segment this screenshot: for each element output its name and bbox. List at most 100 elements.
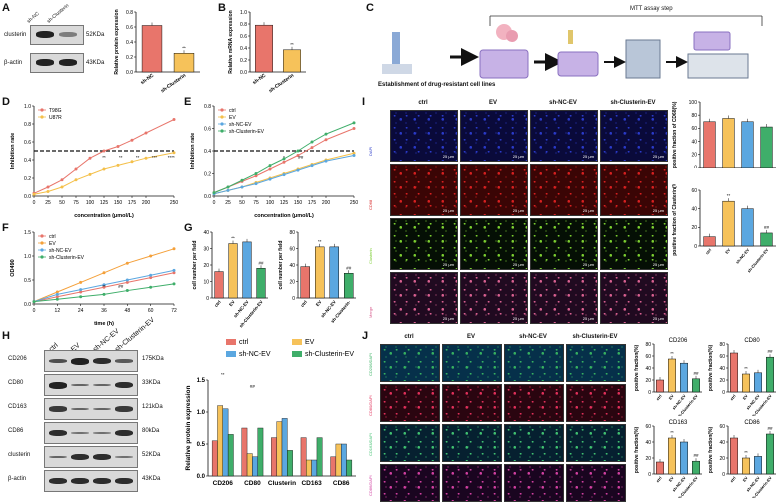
sig-label: ** <box>670 351 674 356</box>
micro-tile: 25 μm <box>460 110 528 162</box>
micro-tile <box>442 344 502 382</box>
category-label: CD163 <box>301 480 322 487</box>
x-tick-label: 150 <box>114 200 123 206</box>
panel-j-micro: ctrl EV sh-NC-EV sh-Clusterin-EV CD206/DAPI C… <box>368 334 630 502</box>
blot-h-label: CD80 <box>8 380 24 386</box>
x-tick-label: 60 <box>148 308 154 314</box>
micro-tile <box>566 424 626 462</box>
x-tick-label: 100 <box>266 200 275 206</box>
y-tick-label: 0.8 <box>24 122 31 128</box>
micro-row-label: Clusterin <box>368 248 373 264</box>
micro-tile <box>380 344 440 382</box>
micro-tile: 25 μm <box>460 218 528 270</box>
panel-label-j: J <box>362 330 369 342</box>
y-tick-label: 0 <box>648 390 651 396</box>
y-tick-label: 20 <box>719 456 725 462</box>
bar-0 <box>300 266 310 299</box>
x-tick-label: 12 <box>55 308 61 314</box>
sig-label: ## <box>250 384 256 389</box>
series-point <box>324 138 328 142</box>
y-tick-label: 20 <box>203 263 209 269</box>
series-point <box>282 157 286 161</box>
bar-4-0 <box>330 456 337 477</box>
workflow-title: MTT assay step <box>630 6 673 12</box>
series-point <box>149 285 153 289</box>
y-axis-label: Relative mRNA expression <box>228 10 234 73</box>
x-tick-label: 250 <box>350 200 359 206</box>
y-tick-label: 40 <box>645 366 651 372</box>
panel-label-g: G <box>184 222 193 234</box>
sig-label: * <box>283 155 285 160</box>
series-point <box>268 177 272 181</box>
series-point <box>55 292 59 296</box>
legend-label: ctrl <box>49 234 56 240</box>
bar-2 <box>329 246 339 299</box>
x-tick-label: 50 <box>239 200 245 206</box>
bar-1 <box>283 49 301 73</box>
bar-1 <box>668 358 676 393</box>
chart-title: CD86 <box>744 420 760 426</box>
sig-label: ** <box>744 450 748 455</box>
series-point <box>46 190 50 193</box>
chart-a: 0.0 0.2 0.4 0.6 0.8 Relative protein expressi… <box>114 9 200 94</box>
series-point <box>125 280 129 284</box>
bar-1-2 <box>252 456 258 477</box>
micro-tile <box>504 344 564 382</box>
workflow-caption: Establishment of drug-resistant cell lin… <box>378 82 496 88</box>
y-tick-label: 60 <box>645 354 651 360</box>
micro-tile: 25 μm <box>530 110 598 162</box>
bar-2 <box>741 208 754 247</box>
micro-tile: 25 μm <box>530 272 598 324</box>
blot-h-strip <box>44 470 138 492</box>
series-point <box>116 163 120 167</box>
x-tick-label: 175 <box>128 200 137 206</box>
y-tick-label: 0.0 <box>197 474 206 480</box>
series-point <box>46 185 50 189</box>
blot-h-strip <box>44 374 138 396</box>
category-label: EV <box>724 247 731 255</box>
panel-i-micro: ctrl EV sh-NC-EV sh-Clusterin-EV DAPI 25 μm 25… <box>368 100 668 326</box>
legend-label: EV <box>49 241 56 247</box>
micro-row-label: CD206/DAPI <box>368 353 373 376</box>
bar-0 <box>703 121 716 168</box>
series-point <box>212 191 216 195</box>
legend-swatch-1 <box>292 339 302 345</box>
x-tick-label: 75 <box>73 200 79 206</box>
y-tick-label: 0.4 <box>240 46 247 52</box>
category-label: sh-NC-EV <box>735 247 751 265</box>
y-tick-label: 0 <box>722 390 725 396</box>
y-axis-label: Relative protein expression <box>185 386 192 471</box>
series-point <box>144 131 148 135</box>
incubator-icon <box>625 39 661 79</box>
panel-h-blots: ctrl EV sh-NC-EV sh-Clusterin-EV CD206 175KDa… <box>8 316 178 498</box>
bar-0-1 <box>217 405 224 477</box>
legend-label: EV <box>229 115 236 121</box>
blot-h-label: β-actin <box>8 476 27 482</box>
micro-tile: 25 μm <box>530 164 598 216</box>
panel-label-d: D <box>2 96 10 108</box>
x-tick-label: 72 <box>171 308 177 314</box>
series-point <box>32 300 36 304</box>
sig-label: ** <box>119 155 123 160</box>
bar-0 <box>141 25 163 73</box>
blot-h-kda: 121kDa <box>142 404 163 410</box>
sig-label: ## <box>693 371 699 376</box>
micro-row-label: CD68 <box>368 199 373 210</box>
pipette-icon <box>382 32 412 74</box>
bar-1 <box>722 200 735 247</box>
bar-3 <box>692 460 700 475</box>
bar-3 <box>344 273 354 299</box>
bar-3-0 <box>300 437 307 477</box>
panel-label-b: B <box>218 2 226 14</box>
bar-2 <box>754 372 762 393</box>
x-tick-label: 250 <box>170 200 179 206</box>
series-point <box>74 167 78 171</box>
bar-3 <box>766 356 774 393</box>
series-line-2 <box>213 155 355 195</box>
micro-tile: 25 μm <box>530 218 598 270</box>
series-point <box>352 127 356 130</box>
micro-tile <box>504 424 564 462</box>
series-point <box>149 276 153 280</box>
y-tick-label: 0 <box>722 472 725 478</box>
